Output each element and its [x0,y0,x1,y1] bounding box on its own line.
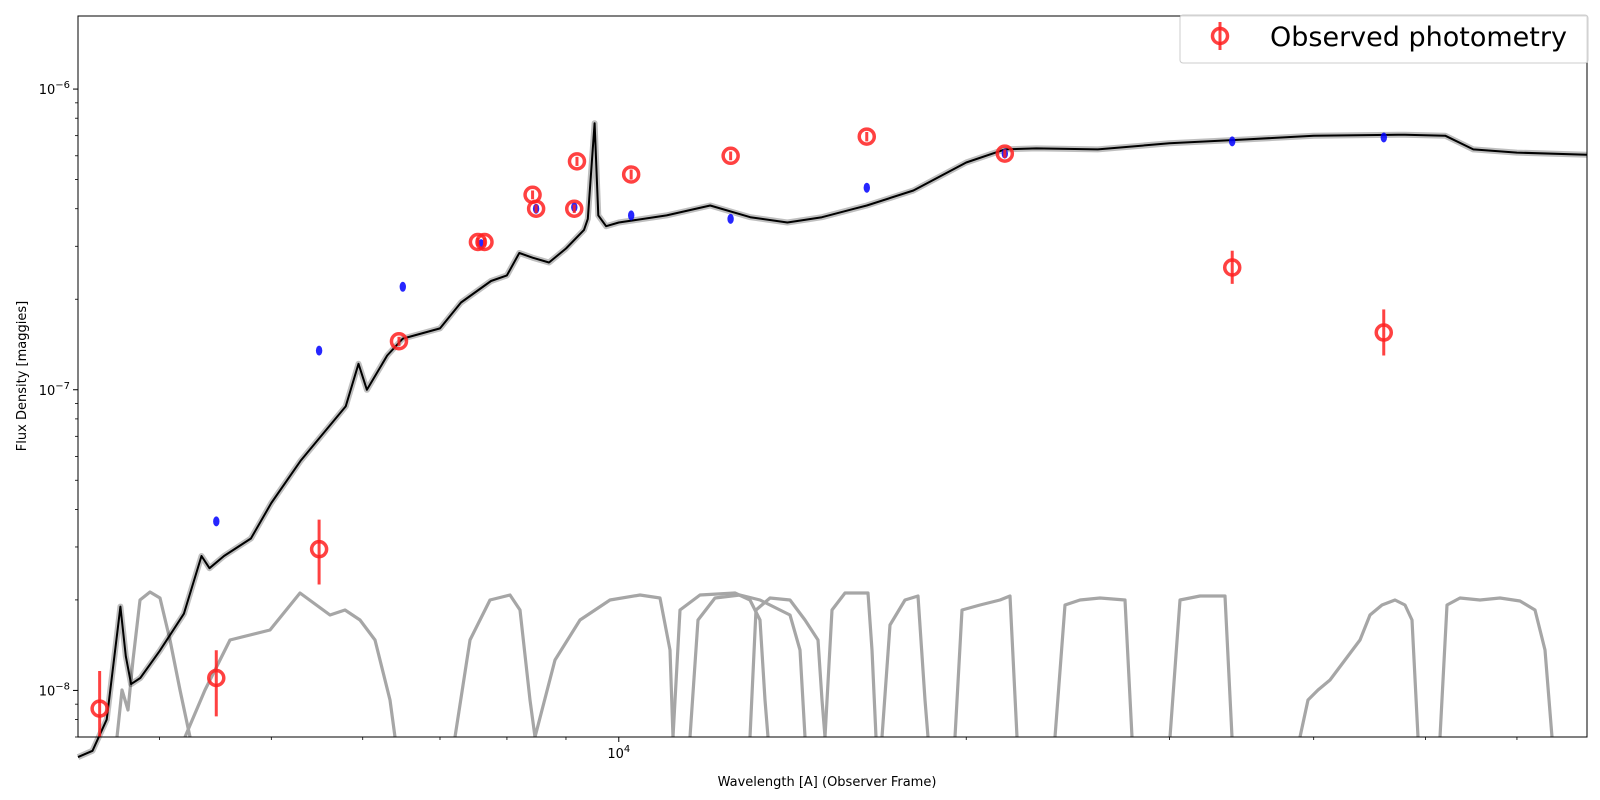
filter-curve-2 [183,591,397,738]
observed-marker [475,232,494,252]
observed-marker [207,668,226,688]
observed-marker [389,331,409,351]
legend-entry-observed: Observed photometry [1270,22,1567,53]
observed-point [621,165,641,184]
filter-curves [115,590,1554,738]
model-photometry-layer [213,132,1388,527]
legend: Observed photometry [1179,14,1589,64]
model-photometry-point [727,213,734,224]
observed-marker [565,199,584,218]
model-photometry-point [628,210,635,221]
model-photometry-point [213,516,220,527]
filter-curve-13 [1298,598,1420,738]
y-tick-label: 10−8 [39,681,70,699]
model-photometry-point [1229,136,1236,147]
observed-point [1374,309,1394,356]
model-spectrum-line [77,122,1588,759]
observed-marker [526,199,546,218]
filter-curve-1 [115,590,192,738]
model-spectrum-band [76,120,1588,760]
filter-curve-8 [823,591,878,738]
y-tick-label: 10−7 [39,381,70,399]
observed-point [309,519,329,585]
x-axis-label: Wavelength [A] (Observer Frame) [718,775,937,790]
model-photometry-point [1380,132,1388,143]
y-axis-label: Flux Density [maggies] [15,301,30,451]
observed-marker [567,152,587,171]
observed-point [90,671,109,737]
observed-marker [857,127,877,146]
x-tick-label: 104 [607,744,630,762]
observed-marker [1222,258,1242,277]
legend-box [1179,14,1589,64]
plot-frame [77,15,1588,738]
observed-point [207,650,226,717]
axes: 10−8 10−7 10−6 104 [39,15,1588,762]
filter-curve-7 [748,596,827,738]
filter-curve-12 [1168,594,1234,738]
filter-curve-11 [1053,596,1134,738]
observed-marker [721,146,740,166]
observed-marker [995,144,1015,163]
observed-point [1222,250,1242,284]
filter-curve-4 [533,593,675,738]
observed-point [475,232,494,252]
legend-marker [1210,26,1230,46]
observed-point [526,199,546,218]
model-spectrum-layer [76,120,1588,760]
observed-marker [309,539,329,559]
observed-point [721,146,740,166]
y-tick-label: 10−6 [39,80,70,98]
model-photometry-point [315,345,323,356]
model-photometry-point [399,281,406,292]
observed-photometry-layer [90,127,1394,737]
observed-point [857,127,877,146]
filter-curve-14 [1438,596,1554,738]
filter-curve-6 [688,593,807,738]
filter-curve-3 [453,593,537,738]
observed-marker [621,165,641,184]
filter-curve-9 [880,594,930,738]
filter-curve-10 [953,594,1019,738]
observed-point [567,152,587,171]
observed-marker [1374,323,1394,342]
observed-marker [90,699,109,718]
observed-point [565,199,584,218]
observed-point [995,144,1015,163]
model-photometry-point [863,182,870,193]
observed-point [389,331,409,351]
